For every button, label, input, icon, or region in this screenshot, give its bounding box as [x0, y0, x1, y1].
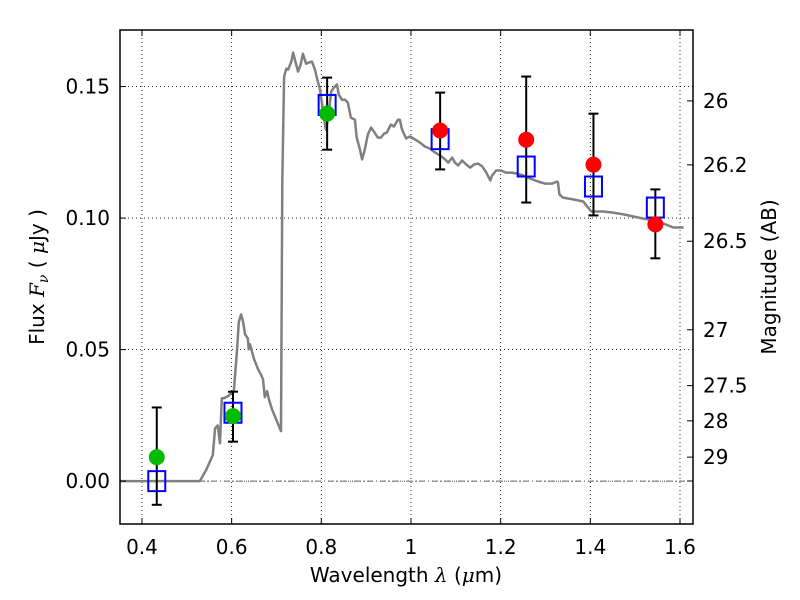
- y2-axis-ticks: 26 26.2 26.5 27 27.5 28 29: [687, 89, 748, 482]
- y2-tick-label: 27: [703, 318, 728, 342]
- observed-nir-point: [585, 156, 602, 173]
- x-tick-label: 1.6: [664, 535, 696, 559]
- y-tick-label: 0.05: [65, 338, 110, 362]
- y2-tick-label: 28: [703, 409, 728, 433]
- observed-optical-point: [319, 105, 336, 122]
- plot-area: [120, 51, 684, 506]
- model-photometry-square: [516, 155, 536, 178]
- x-tick-label: 1: [405, 535, 418, 559]
- y2-axis-label: Magnitude (AB): [757, 199, 781, 354]
- x-axis-ticks: 0.4 0.6 0.8 1 1.2 1.4 1.6: [126, 30, 696, 559]
- observed-photometry-points: [148, 105, 664, 466]
- y2-tick-label: 29: [703, 445, 728, 469]
- y2-tick-label: 27.5: [703, 374, 748, 398]
- y2-tick-label: 26.2: [703, 153, 748, 177]
- model-photometry-square: [147, 470, 167, 493]
- axes-frame: [119, 29, 694, 525]
- observed-nir-point: [518, 131, 535, 148]
- y2-tick-label: 26: [703, 89, 728, 113]
- y2-tick-label: 26.5: [703, 229, 748, 253]
- observed-nir-point: [432, 122, 449, 139]
- model-photometry-squares: [147, 93, 665, 493]
- x-tick-label: 0.4: [126, 535, 158, 559]
- observed-optical-point: [224, 408, 241, 425]
- y-axis-label: Flux Fν ( μJy ): [25, 209, 52, 345]
- y-tick-label: 0.10: [65, 206, 110, 230]
- observed-optical-point: [148, 449, 165, 466]
- x-tick-label: 0.6: [216, 535, 248, 559]
- y-axis-ticks: 0.00 0.05 0.10 0.15: [65, 75, 126, 493]
- y-tick-label: 0.15: [65, 75, 110, 99]
- x-tick-label: 1.4: [574, 535, 606, 559]
- x-axis-label: Wavelength λ (μm): [310, 563, 502, 587]
- observed-nir-point: [647, 216, 664, 233]
- y-tick-label: 0.00: [65, 469, 110, 493]
- model-photometry-square: [583, 175, 603, 198]
- x-tick-label: 0.8: [305, 535, 337, 559]
- x-tick-label: 1.2: [485, 535, 517, 559]
